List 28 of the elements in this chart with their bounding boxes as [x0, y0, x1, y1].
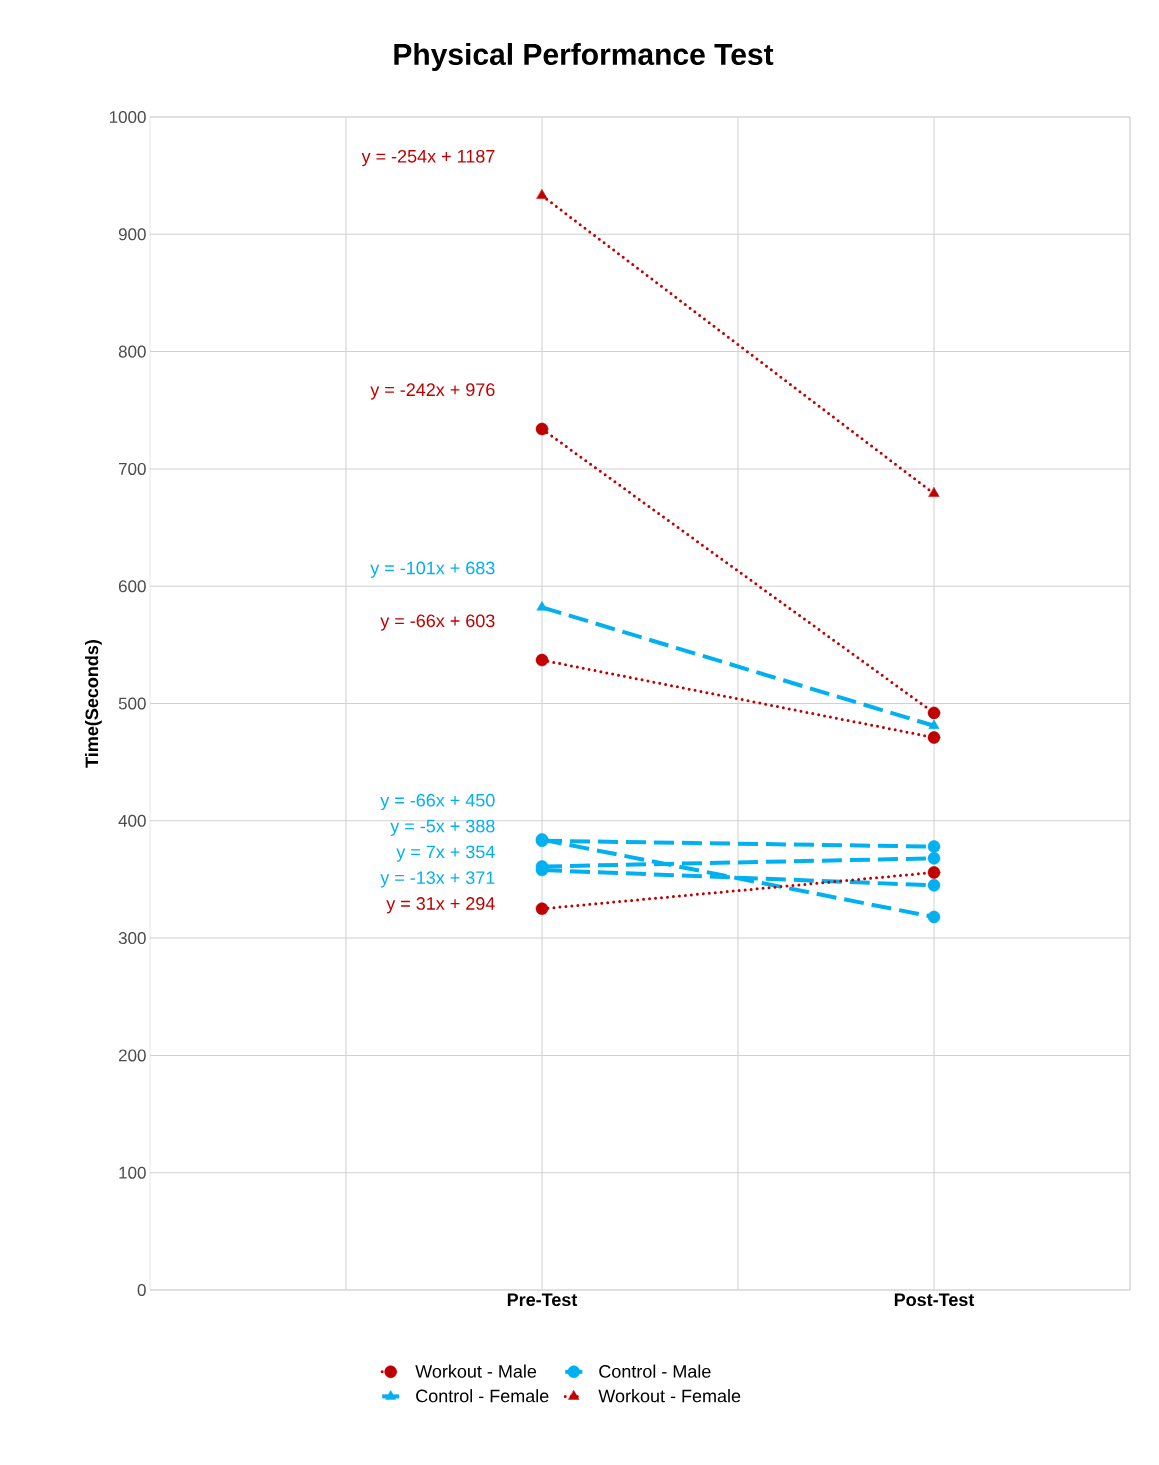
legend-label: Workout - Male: [415, 1364, 537, 1378]
y-tick-label: 100: [119, 1166, 146, 1179]
annotation: y = -66x + 450: [380, 793, 495, 811]
x-tick-label: Post-Test: [894, 1293, 975, 1307]
annotation: y = -242x + 976: [370, 383, 495, 400]
y-tick-label: 300: [118, 932, 146, 945]
y-tick-label: 0: [137, 1283, 146, 1297]
annotation: y = 31x + 294: [386, 897, 495, 914]
annotation: y = -101x + 683: [370, 561, 495, 578]
legend-label: Control - Male: [599, 1364, 711, 1378]
chart-title: Physical Performance Test: [394, 43, 774, 71]
annotation: y = -66x + 603: [380, 614, 495, 631]
y-tick-label: 1000: [109, 110, 146, 124]
annotation: y = -5x + 388: [390, 819, 495, 836]
y-tick-label: 900: [118, 228, 146, 241]
y-tick-label: 800: [118, 345, 146, 358]
y-tick-label: 600: [118, 580, 146, 593]
x-tick-label: Pre-Test: [507, 1293, 578, 1307]
y-tick-label: 500: [118, 697, 146, 710]
y-tick-label: 400: [118, 814, 146, 827]
annotation: y = -254x + 1187: [361, 149, 495, 167]
y-tick-label: 200: [118, 1049, 146, 1062]
y-tick-label: 700: [118, 462, 146, 475]
legend-label: Control - Female: [416, 1389, 549, 1403]
annotation: y = 7x + 354: [396, 845, 495, 862]
annotation: y = -13x + 371: [380, 871, 495, 888]
legend-label: Workout - Female: [598, 1389, 741, 1403]
y-axis-title: Time(Seconds): [85, 640, 102, 768]
